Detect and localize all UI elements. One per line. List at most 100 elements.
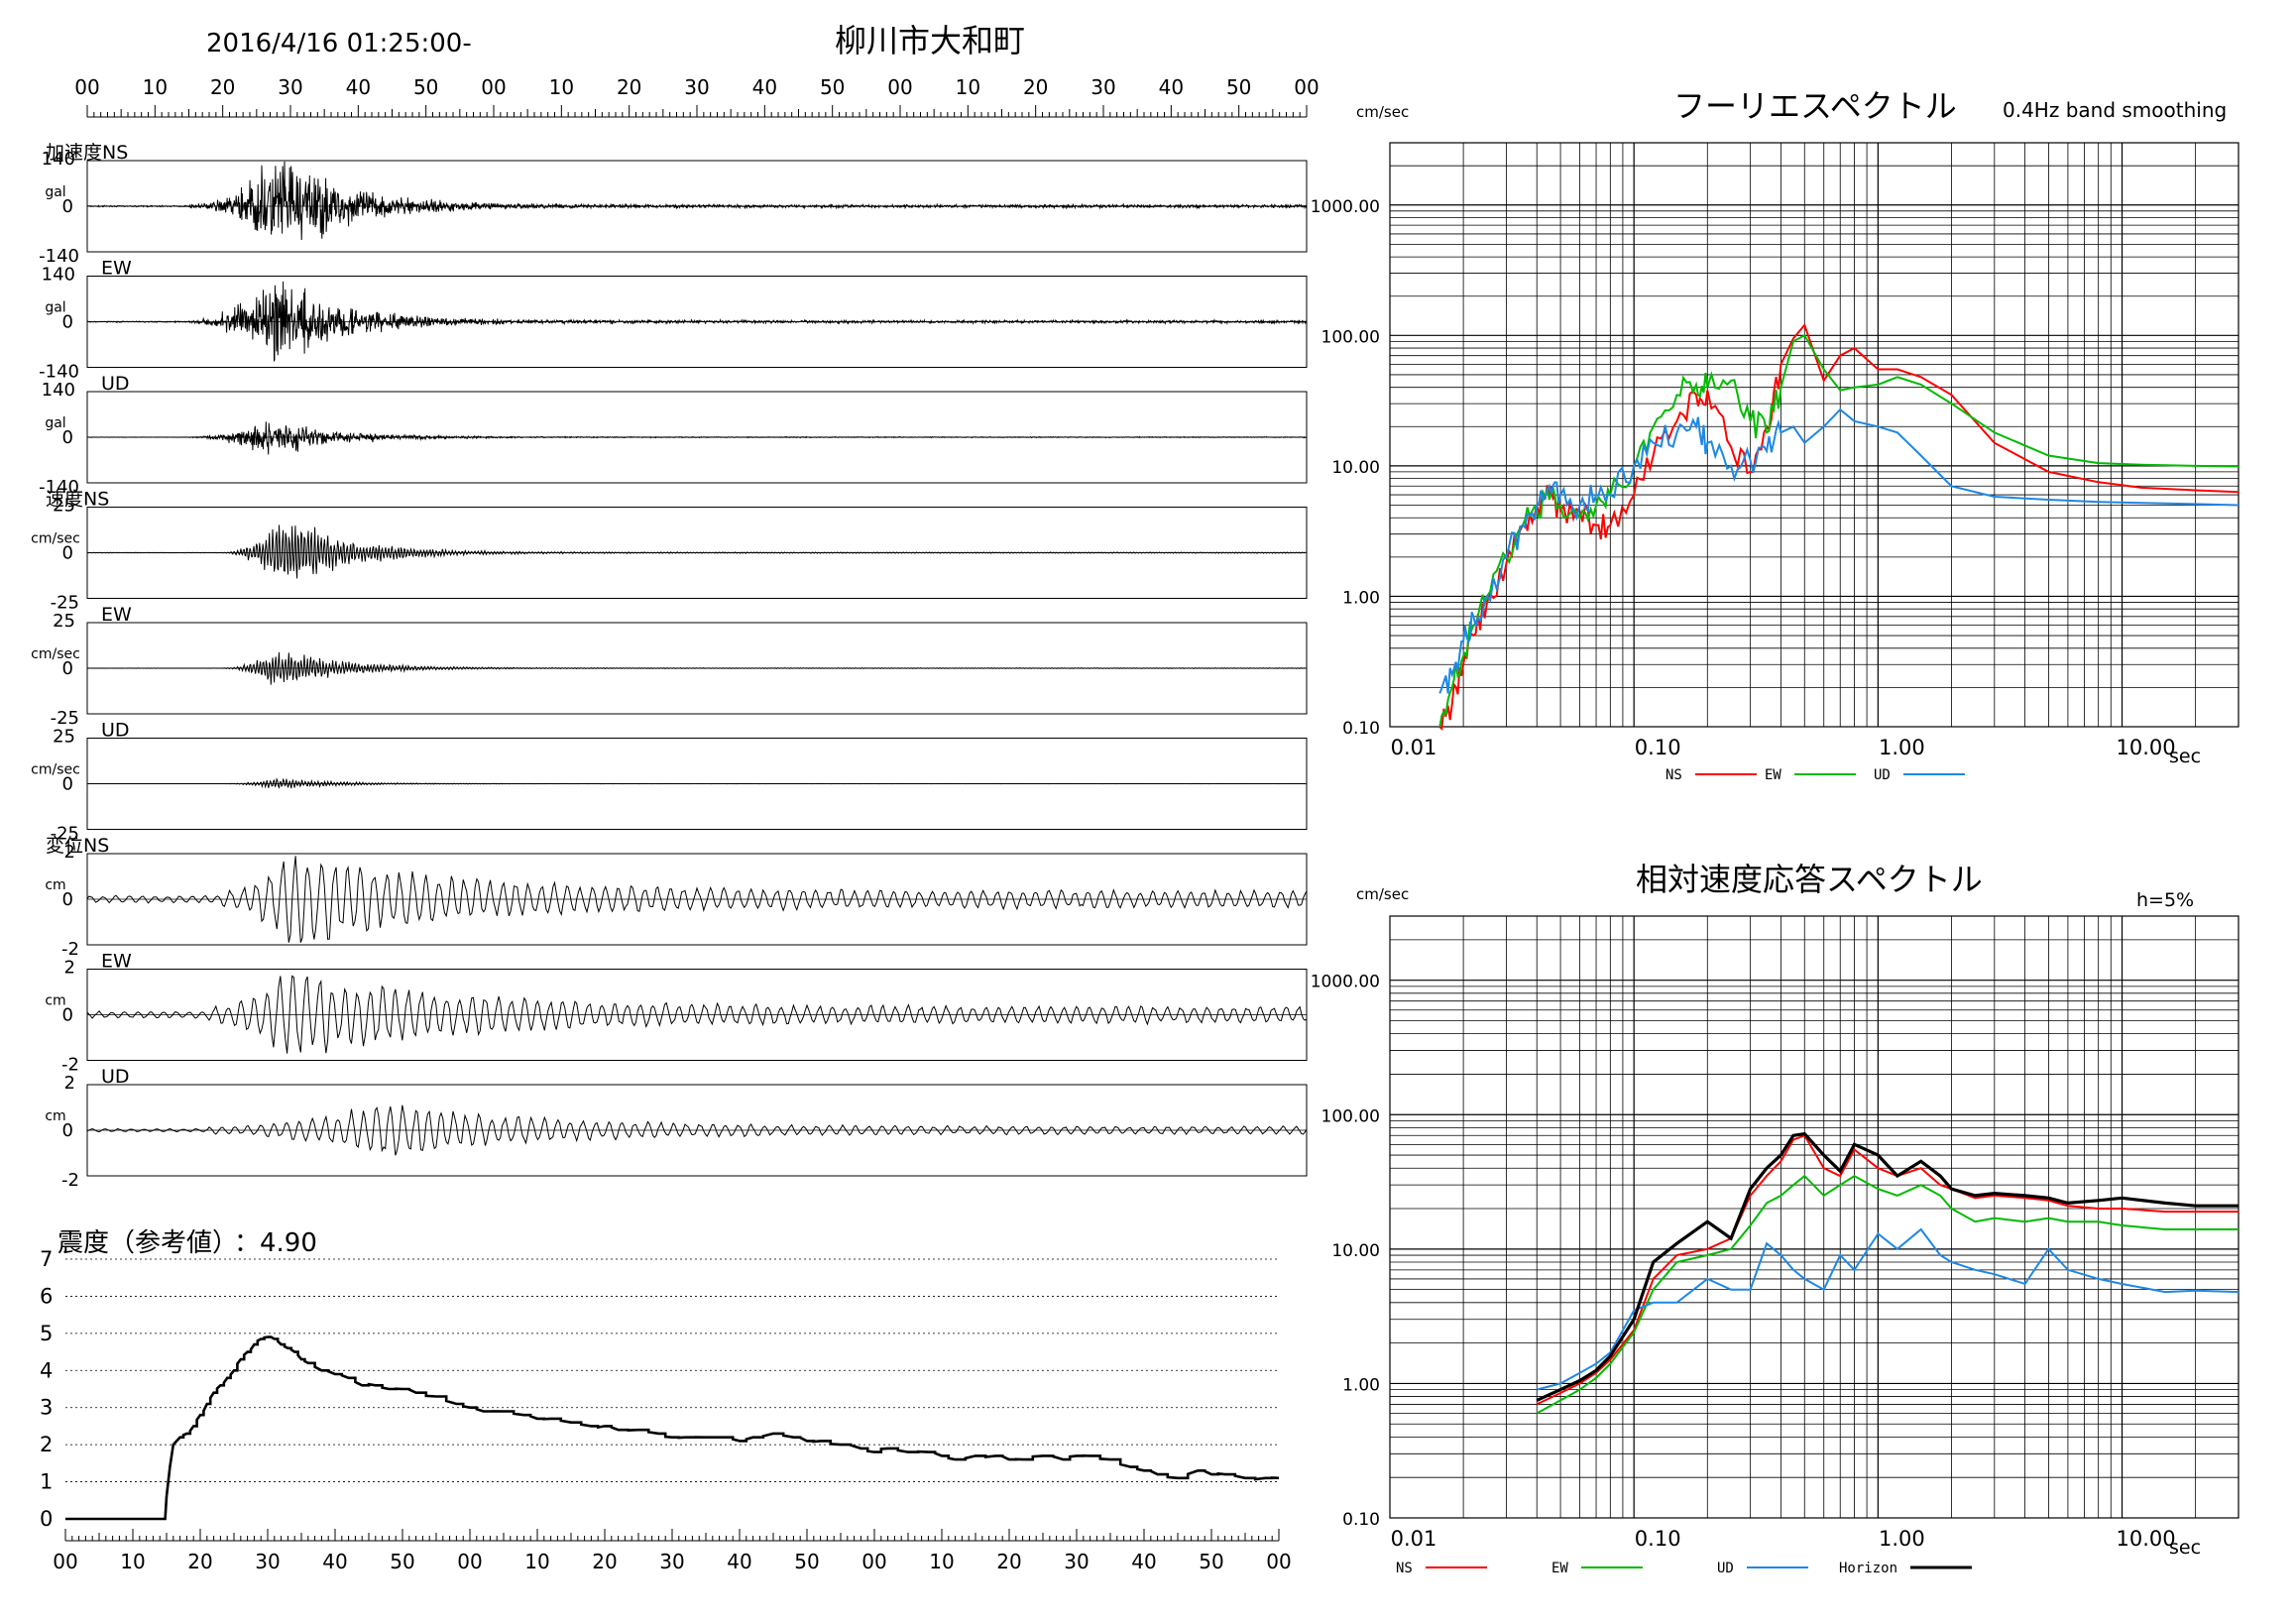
- legend-label: UD: [1874, 767, 1891, 783]
- unit-label: cm/sec: [31, 646, 80, 662]
- fourier-unit: cm/sec: [1356, 103, 1409, 121]
- amp-tick-label: 0: [62, 1120, 73, 1141]
- time-tick-label: 50: [820, 75, 845, 99]
- waveform-acceleration-ud: UD 140 0 -140 gal: [39, 373, 1308, 498]
- amp-tick-label: 0: [62, 889, 73, 910]
- waveform-trace: [86, 281, 1308, 363]
- waveform-trace: [86, 651, 1307, 685]
- amp-tick-label: 25: [53, 727, 75, 748]
- component-label: UD: [101, 373, 130, 395]
- y-tick-label: 1000.00: [1311, 197, 1380, 217]
- series-line-ew: [1536, 1174, 2239, 1415]
- legend: NS EW UD: [1665, 767, 1965, 783]
- intensity-time-label: 50: [1199, 1550, 1223, 1573]
- x-tick-label: 0.10: [1635, 736, 1681, 759]
- intensity-chart: 0 1 2 3 4 5 6 7 00 10 20 30 40 50 00 10 20 30 40 50 00 10 20 30…: [40, 1247, 1292, 1573]
- time-tick-label: 50: [413, 75, 438, 99]
- x-unit-label: sec: [2169, 746, 2201, 767]
- y-tick-label: 10.00: [1331, 458, 1380, 478]
- y-tick-label: 1.00: [1342, 1375, 1380, 1395]
- y-tick-label: 100.00: [1321, 327, 1380, 347]
- intensity-tick-label: 0: [40, 1507, 53, 1531]
- unit-label: cm: [45, 1108, 65, 1124]
- intensity-time-label: 10: [929, 1550, 954, 1573]
- series-line-ud: [1536, 1227, 2239, 1391]
- intensity-tick-label: 5: [40, 1322, 53, 1345]
- intensity-time-label: 10: [524, 1550, 549, 1573]
- plot-frame: [1389, 142, 2239, 728]
- time-tick-label: 00: [887, 75, 912, 99]
- intensity-time-label: 20: [187, 1550, 212, 1573]
- waveform-time-axis: 00 10 20 30 40 50 00 10 20 30 40 50 00 10 20 30 40 50 00: [74, 75, 1320, 118]
- x-tick-label: 0.10: [1635, 1527, 1681, 1551]
- amp-tick-label: 2: [64, 1073, 75, 1094]
- intensity-time-label: 30: [255, 1550, 280, 1573]
- amp-tick-label: 0: [62, 774, 73, 795]
- component-label: UD: [101, 720, 130, 742]
- waveform-displacement-ud: UD 2 0 -2 cm: [45, 1066, 1308, 1191]
- y-tick-label: 0.10: [1342, 719, 1380, 739]
- amp-tick-label: -2: [61, 939, 79, 960]
- response-spectrum-chart: 0.10 1.00 10.00 100.00 1000.00 0.01 0.10 1.00 10…: [1311, 915, 2239, 1576]
- x-tick-label: 0.01: [1391, 736, 1437, 759]
- intensity-time-label: 30: [1064, 1550, 1089, 1573]
- intensity-time-label: 00: [53, 1550, 77, 1573]
- x-tick-label: 0.01: [1391, 1527, 1437, 1551]
- amp-tick-label: -140: [39, 246, 79, 267]
- y-tick-label: 1000.00: [1311, 973, 1380, 992]
- intensity-time-label: 00: [861, 1550, 886, 1573]
- amp-tick-label: 2: [64, 842, 75, 863]
- response-damping: h=5%: [2136, 889, 2194, 911]
- amp-tick-label: 0: [62, 312, 73, 333]
- unit-label: cm/sec: [31, 762, 80, 778]
- waveform-acceleration-ew: EW 140 0 -140 gal: [39, 258, 1308, 383]
- time-tick-label: 00: [74, 75, 99, 99]
- time-tick-label: 20: [210, 75, 235, 99]
- time-tick-label: 30: [684, 75, 709, 99]
- waveform-velocity-ew: EW 25 0 -25 cm/sec: [31, 604, 1308, 729]
- intensity-time-label: 50: [390, 1550, 414, 1573]
- component-label: EW: [101, 258, 132, 280]
- component-label: UD: [101, 1066, 130, 1088]
- legend-label: NS: [1665, 767, 1682, 783]
- intensity-time-label: 40: [1131, 1550, 1156, 1573]
- plot-frame: [1389, 915, 2239, 1519]
- intensity-time-label: 00: [1266, 1550, 1291, 1573]
- amp-tick-label: 0: [62, 1005, 73, 1026]
- unit-label: gal: [45, 184, 65, 200]
- unit-label: gal: [45, 415, 65, 431]
- intensity-tick-label: 7: [40, 1247, 53, 1271]
- time-tick-label: 20: [617, 75, 641, 99]
- time-tick-label: 10: [956, 75, 980, 99]
- amp-tick-label: 25: [53, 496, 75, 517]
- waveform-velocity-ud: UD 25 0 -25 cm/sec: [31, 720, 1308, 845]
- legend-label: UD: [1717, 1561, 1734, 1576]
- intensity-tick-label: 6: [40, 1284, 53, 1308]
- legend-label: EW: [1765, 767, 1781, 783]
- component-label: 速度NS: [46, 489, 109, 511]
- intensity-line: [65, 1335, 1280, 1521]
- amp-tick-label: -25: [51, 708, 79, 729]
- intensity-time-label: 40: [322, 1550, 347, 1573]
- waveform-trace: [87, 777, 1307, 789]
- legend-label: EW: [1551, 1561, 1568, 1576]
- intensity-tick-label: 2: [40, 1433, 53, 1456]
- time-tick-label: 00: [1294, 75, 1319, 99]
- y-tick-label: 100.00: [1321, 1106, 1380, 1126]
- intensity-tick-label: 4: [40, 1358, 53, 1382]
- time-tick-label: 30: [1091, 75, 1115, 99]
- waveform-trace: [87, 421, 1308, 455]
- series-line-horizon: [1536, 1131, 2239, 1402]
- time-tick-label: 20: [1023, 75, 1048, 99]
- legend: NS EW UD Horizon: [1396, 1561, 1972, 1576]
- amp-tick-label: -2: [61, 1055, 79, 1076]
- component-label: EW: [101, 951, 132, 973]
- response-title: 相対速度応答スペクトル: [1636, 861, 1983, 898]
- time-tick-label: 10: [143, 75, 168, 99]
- waveform-panels: 加速度NS1400-140galEW1400-140galUD1400-140g…: [31, 142, 1308, 1191]
- time-tick-label: 40: [752, 75, 777, 99]
- amp-tick-label: -2: [61, 1170, 79, 1191]
- intensity-tick-label: 3: [40, 1396, 53, 1420]
